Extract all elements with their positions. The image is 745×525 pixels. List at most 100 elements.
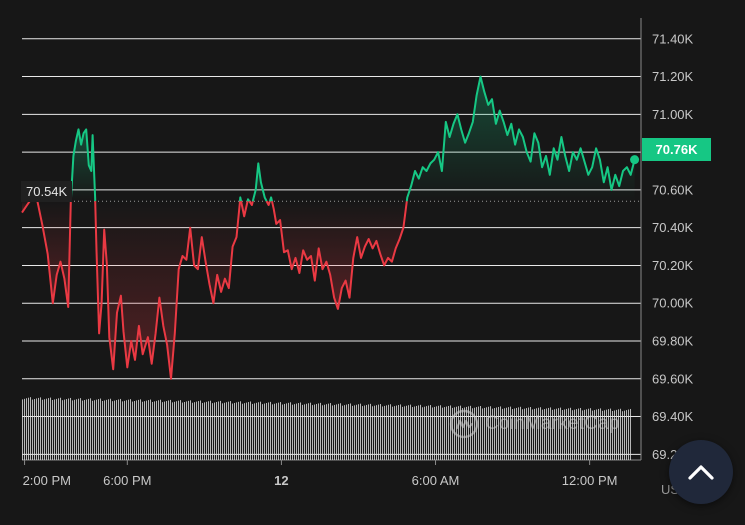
volume-bar — [496, 407, 497, 460]
volume-bar — [188, 400, 189, 460]
volume-bar — [240, 401, 241, 460]
current-price-label: 70.76K — [642, 138, 711, 161]
volume-bar — [214, 402, 215, 460]
volume-bar — [222, 403, 223, 460]
volume-bar — [354, 405, 355, 460]
volume-bar — [600, 408, 601, 460]
volume-bar — [366, 404, 367, 460]
volume-bar — [580, 407, 581, 460]
area-fill-down — [37, 201, 71, 307]
volume-bar — [484, 407, 485, 460]
volume-bar — [426, 406, 427, 460]
area-fill-down — [22, 201, 30, 213]
volume-bar — [300, 402, 301, 460]
y-tick-label: 69.60K — [652, 371, 694, 386]
volume-bar — [128, 399, 129, 460]
volume-bar — [442, 407, 443, 460]
volume-bar — [100, 398, 101, 460]
volume-bar — [50, 397, 51, 460]
volume-bar — [490, 406, 491, 460]
volume-bar — [94, 400, 95, 460]
volume-bar — [622, 411, 623, 460]
volume-bar — [596, 409, 597, 460]
volume-bar — [30, 397, 31, 460]
volume-bar — [104, 400, 105, 460]
volume-bar — [414, 406, 415, 460]
volume-bar — [92, 400, 93, 460]
volume-bar — [606, 409, 607, 460]
volume-bar — [602, 410, 603, 460]
volume-bar — [504, 408, 505, 460]
volume-bar — [584, 409, 585, 460]
volume-bar — [552, 409, 553, 460]
volume-bar — [60, 397, 61, 460]
volume-bar — [90, 398, 91, 460]
volume-bar — [210, 400, 211, 460]
volume-bar — [518, 407, 519, 460]
volume-bar — [522, 409, 523, 460]
volume-bar — [568, 408, 569, 460]
volume-bar — [296, 403, 297, 460]
volume-bar — [348, 404, 349, 460]
volume-bar — [88, 398, 89, 460]
volume-bar — [508, 407, 509, 460]
volume-bar — [194, 402, 195, 460]
volume-bar — [458, 406, 459, 460]
volume-bar — [492, 408, 493, 460]
volume-bar — [202, 402, 203, 460]
y-tick-label: 71.40K — [652, 31, 694, 46]
x-tick-label: 2:00 PM — [23, 473, 71, 488]
area-fill-up — [70, 129, 96, 202]
y-tick-label: 71.00K — [652, 107, 694, 122]
price-line-up — [268, 196, 273, 202]
volume-bar — [276, 403, 277, 460]
scroll-to-top-button[interactable] — [669, 440, 733, 504]
volume-bar — [402, 406, 403, 460]
volume-bar — [168, 400, 169, 460]
volume-bar — [48, 398, 49, 460]
volume-bar — [450, 405, 451, 460]
volume-bar — [220, 400, 221, 460]
volume-bar — [198, 401, 199, 460]
volume-bar — [474, 407, 475, 460]
volume-bar — [618, 409, 619, 460]
volume-bar — [576, 409, 577, 460]
volume-bar — [274, 403, 275, 460]
volume-bar — [424, 406, 425, 460]
volume-bar — [608, 409, 609, 460]
volume-bar — [26, 398, 27, 460]
volume-bar — [22, 399, 23, 460]
volume-bar — [526, 408, 527, 460]
volume-bar — [346, 404, 347, 460]
volume-bar — [360, 403, 361, 460]
volume-bar — [176, 401, 177, 460]
volume-bar — [126, 400, 127, 460]
volume-bar — [268, 402, 269, 460]
volume-bar — [278, 402, 279, 460]
volume-bar — [290, 402, 291, 460]
volume-bar — [430, 405, 431, 460]
volume-bar — [390, 404, 391, 460]
volume-bar — [382, 406, 383, 460]
volume-bar — [404, 406, 405, 460]
price-line-down — [36, 200, 72, 308]
volume-bar — [158, 400, 159, 460]
y-tick-label: 70.60K — [652, 182, 694, 197]
volume-bar — [378, 404, 379, 460]
volume-bar — [254, 403, 255, 460]
volume-bar — [336, 404, 337, 460]
volume-bar — [298, 403, 299, 460]
volume-bar — [554, 409, 555, 460]
volume-bar — [352, 405, 353, 460]
volume-bar — [244, 403, 245, 460]
y-axis: 71.40K71.20K71.00K70.80K70.60K70.40K70.2… — [652, 31, 694, 462]
volume-bar — [260, 401, 261, 460]
volume-bar — [462, 408, 463, 460]
volume-bar — [106, 399, 107, 460]
volume-bar — [116, 400, 117, 460]
volume-bar — [542, 409, 543, 460]
volume-bar — [370, 403, 371, 460]
volume-bar — [616, 409, 617, 460]
volume-bar — [540, 407, 541, 460]
volume-bar — [560, 407, 561, 460]
